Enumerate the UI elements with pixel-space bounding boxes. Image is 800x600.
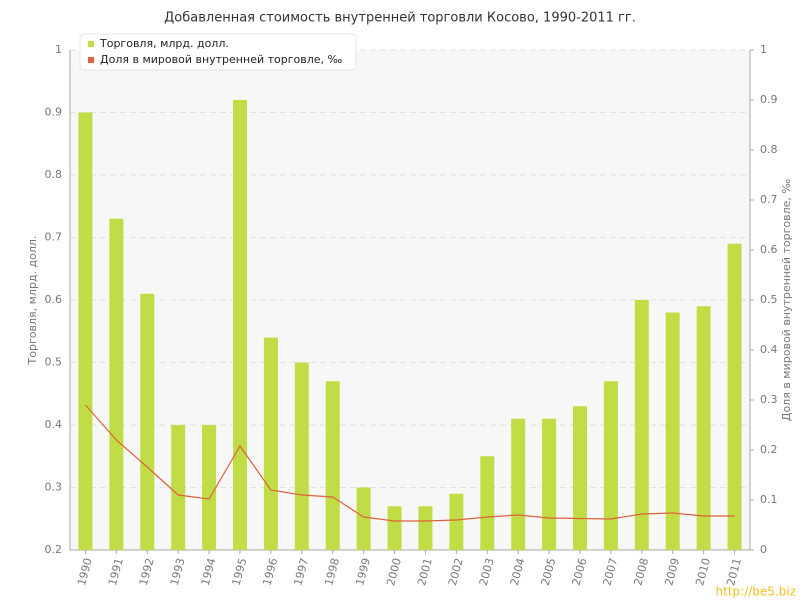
y2-tick-label: 1: [760, 43, 767, 56]
x-tick-label: 1993: [168, 557, 188, 587]
y-tick-label: 0.3: [45, 481, 63, 494]
bar: [727, 243, 742, 550]
y2-tick-label: 0: [760, 543, 767, 556]
y-tick-label: 0.8: [45, 168, 63, 181]
bar: [109, 218, 124, 550]
y2-tick-label: 0.2: [760, 443, 778, 456]
y2-tick-label: 0.3: [760, 393, 778, 406]
bar: [387, 506, 402, 550]
y-tick-label: 0.9: [45, 106, 63, 119]
bar: [263, 337, 278, 550]
y-tick-label: 0.5: [45, 356, 63, 369]
bar: [634, 300, 649, 550]
x-tick-label: 2003: [477, 557, 497, 587]
x-tick-label: 2000: [384, 557, 404, 587]
x-tick-label: 2001: [415, 557, 435, 587]
y2-axis-title: Доля в мировой внутренней торговле, ‰: [780, 179, 793, 422]
bar: [542, 418, 557, 550]
x-tick-label: 1996: [261, 557, 281, 587]
bar: [418, 506, 433, 550]
y2-tick-label: 0.1: [760, 493, 778, 506]
bar: [294, 362, 309, 550]
bar: [171, 425, 186, 550]
x-tick-label: 2010: [693, 557, 713, 587]
x-tick-label: 1994: [199, 557, 219, 587]
bar: [480, 456, 495, 550]
bar: [511, 418, 526, 550]
x-tick-label: 2011: [724, 557, 744, 587]
y-tick-label: 0.2: [45, 543, 63, 556]
y-axis-title: Торговля, млрд. долл.: [26, 236, 39, 366]
bar: [78, 112, 93, 550]
y2-tick-label: 0.4: [760, 343, 778, 356]
x-tick-label: 2007: [601, 557, 621, 587]
bar: [665, 312, 680, 550]
x-tick-label: 1992: [137, 557, 157, 587]
x-tick-label: 1990: [75, 557, 95, 587]
y2-tick-label: 0.6: [760, 243, 778, 256]
bar: [140, 293, 155, 550]
legend: Торговля, млрд. долл. Доля в мировой внут…: [79, 33, 357, 71]
x-tick-label: 1995: [230, 557, 250, 587]
y-tick-label: 0.4: [45, 418, 63, 431]
legend-label: Доля в мировой внутренней торговле, ‰: [100, 53, 343, 66]
legend-swatch: [88, 41, 94, 47]
x-tick-label: 1998: [322, 557, 342, 587]
watermark: http://be5.biz: [716, 585, 796, 599]
bar: [356, 487, 371, 550]
bar: [573, 406, 587, 550]
legend-box: [79, 33, 357, 71]
x-tick-label: 2004: [508, 557, 528, 587]
y2-tick-label: 0.5: [760, 293, 778, 306]
x-tick-label: 1999: [353, 557, 373, 587]
y-tick-label: 0.6: [45, 293, 63, 306]
x-tick-label: 2009: [662, 557, 682, 587]
x-tick-label: 2005: [539, 557, 559, 587]
x-tick-label: 2006: [570, 557, 590, 587]
bar: [233, 100, 247, 550]
legend-swatch: [88, 57, 94, 63]
chart-title: Добавленная стоимость внутренней торговл…: [164, 11, 636, 26]
y2-tick-label: 0.7: [760, 193, 778, 206]
x-tick-label: 1991: [106, 557, 126, 587]
x-tick-label: 1997: [291, 557, 311, 587]
bar: [202, 425, 217, 550]
y2-tick-label: 0.8: [760, 143, 778, 156]
x-tick-label: 2002: [446, 557, 466, 587]
x-tick-label: 2008: [631, 557, 651, 587]
y-tick-label: 0.7: [45, 231, 63, 244]
bar: [325, 381, 340, 550]
y-tick-label: 1: [55, 43, 62, 56]
legend-label: Торговля, млрд. долл.: [99, 37, 229, 50]
y2-tick-label: 0.9: [760, 93, 778, 106]
bar: [696, 306, 711, 550]
line: [85, 404, 735, 522]
bar: [603, 381, 618, 550]
bar: [449, 493, 464, 550]
